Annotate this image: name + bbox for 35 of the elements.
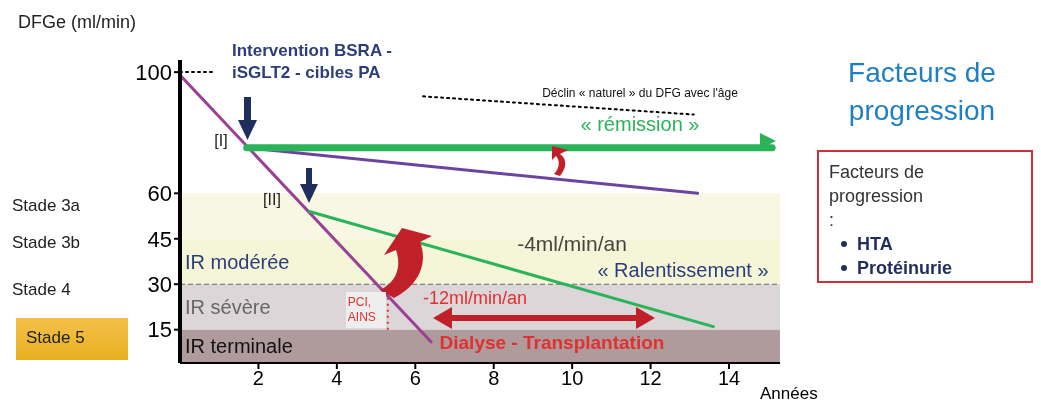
annotation: [II] — [263, 190, 281, 208]
annotation: Déclin « naturel » du DFG avec l'âge — [542, 86, 739, 100]
text: Stade 4 — [12, 280, 71, 300]
x-tick-label: 12 — [639, 367, 662, 390]
band-label: IR modérée — [185, 250, 290, 273]
annotation: « rémission » — [580, 113, 700, 135]
text: Facteurs de progression — [847, 56, 997, 128]
x-tick-label: 14 — [717, 367, 741, 390]
ref-line-label: PCI, AINS — [345, 292, 386, 328]
y-tick-label: 30 — [147, 272, 172, 298]
annotation: « Ralentissement » — [597, 259, 769, 281]
x-tick-label: 10 — [561, 367, 584, 390]
text: Stade 5 — [16, 318, 128, 360]
band-label: IR sévère — [185, 296, 271, 319]
x-tick-label: 8 — [488, 367, 500, 390]
y-tick-label: 45 — [147, 226, 172, 252]
annotation: Dialyse - Transplantation — [439, 331, 665, 353]
annotation: -12ml/min/an — [422, 288, 528, 308]
text: Stade 3a — [12, 196, 81, 216]
text: Facteurs de progression : — [829, 161, 926, 232]
annotation: [I] — [214, 131, 228, 149]
text: HTA — [856, 233, 894, 256]
x-axis-title: Années — [760, 384, 818, 404]
y-axis-title: DFGe (ml/min) — [18, 12, 136, 33]
annotation: -4ml/min/an — [517, 231, 627, 255]
band-label: IR terminale — [185, 335, 293, 358]
annotation: Intervention BSRA - iSGLT2 - cibles PA — [232, 40, 393, 84]
y-tick-label: 60 — [147, 181, 172, 207]
y-tick-label: 100 — [135, 59, 172, 85]
x-tick-label: 2 — [252, 367, 264, 390]
text: Protéinurie — [856, 257, 954, 280]
y-tick-label: 15 — [147, 317, 172, 343]
x-tick-label: 4 — [331, 367, 343, 390]
text: Stade 3b — [12, 233, 81, 253]
x-tick-label: 6 — [409, 367, 421, 390]
